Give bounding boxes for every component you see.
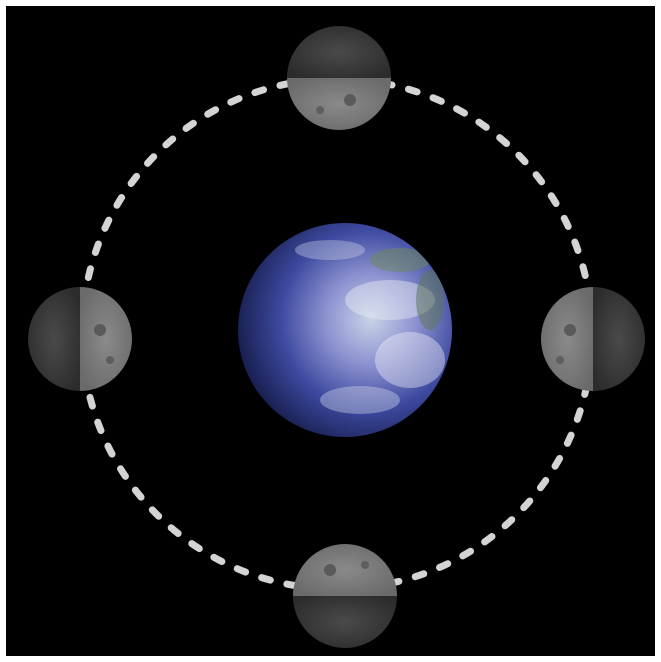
earth	[238, 223, 452, 437]
earth-clouds	[295, 240, 445, 414]
moon-left	[28, 287, 132, 391]
earth-globe	[238, 223, 452, 437]
moon-bottom	[293, 544, 397, 648]
moon-top	[287, 26, 391, 130]
moon-right	[541, 287, 645, 391]
